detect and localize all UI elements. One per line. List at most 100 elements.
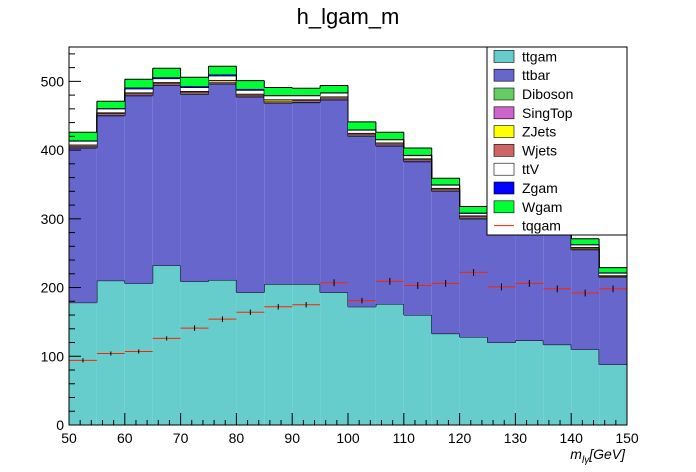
- bar-SingTop-5: [208, 82, 237, 84]
- legend-label-ttV: ttV: [522, 161, 540, 177]
- bar-ZJets-7: [264, 99, 293, 102]
- bar-SingTop-6: [236, 95, 265, 97]
- bar-Wgam-7: [264, 87, 293, 96]
- bar-ttV-18: [571, 244, 600, 247]
- bar-Zgam-4: [180, 86, 209, 88]
- bar-ttV-11: [375, 139, 404, 143]
- bar-ttV-8: [292, 95, 321, 100]
- legend-swatch-Wjets: [493, 144, 515, 157]
- bar-Wgam-12: [403, 148, 432, 155]
- legend: ttgam ttbar Diboson SingTop ZJets Wjets ttV Zga…: [486, 46, 628, 236]
- bar-Wgam-4: [180, 77, 209, 87]
- bar-ttgam-16: [515, 340, 544, 425]
- bar-Wgam-8: [292, 88, 321, 96]
- bar-SingTop-12: [403, 159, 432, 162]
- bar-ttgam-14: [459, 337, 488, 425]
- x-tick-label: 60: [117, 430, 133, 446]
- bar-Wgam-19: [599, 267, 627, 273]
- bar-ttgam-11: [375, 304, 404, 425]
- legend-label-Diboson: Diboson: [522, 86, 573, 102]
- bar-ttgam-15: [487, 342, 516, 425]
- bar-ttbar-1: [96, 115, 125, 281]
- bar-ttbar-7: [264, 103, 293, 285]
- series-ttgam: [68, 265, 628, 425]
- bar-ttbar-4: [180, 94, 209, 282]
- legend-swatch-ttbar: [493, 68, 515, 82]
- legend-label-ZJets: ZJets: [522, 124, 556, 140]
- bar-ttgam-2: [124, 283, 153, 425]
- bar-ttV-2: [124, 88, 153, 93]
- legend-label-SingTop: SingTop: [522, 105, 573, 121]
- x-axis: 50 60 70 80 90 100 110 120 130 140 150: [61, 413, 639, 446]
- bar-Zgam-3: [152, 77, 181, 79]
- y-tick-label: 0: [56, 417, 64, 433]
- x-tick-label: 80: [229, 430, 245, 446]
- y-tick-label: 400: [41, 142, 65, 158]
- legend-swatch-ttV: [493, 162, 515, 176]
- bar-ttbar-18: [571, 249, 600, 350]
- bar-ttgam-0: [69, 302, 97, 425]
- bar-ttbar-14: [459, 218, 488, 338]
- x-tick-label: 140: [560, 430, 584, 446]
- bar-ttV-12: [403, 155, 432, 159]
- y-tick-label: 300: [41, 211, 65, 227]
- x-tick-label: 120: [448, 430, 472, 446]
- y-tick-label: 100: [41, 348, 65, 364]
- chart-title: h_lgam_m: [296, 4, 400, 29]
- legend-label-Wjets: Wjets: [522, 142, 557, 158]
- bar-Wgam-14: [459, 206, 488, 213]
- series-tqgam: [69, 268, 627, 363]
- bar-SingTop-3: [152, 83, 181, 85]
- bar-ttbar-12: [403, 161, 432, 316]
- bar-ttV-0: [69, 141, 97, 145]
- bar-ttbar-13: [431, 191, 460, 334]
- bar-Wgam-6: [236, 80, 265, 89]
- bar-SingTop-8: [292, 100, 321, 102]
- x-tick-label: 150: [615, 430, 639, 446]
- y-tick-label: 500: [41, 73, 65, 89]
- bar-ttV-4: [180, 87, 209, 91]
- legend-swatch-Diboson: [493, 87, 515, 101]
- bar-SingTop-2: [124, 93, 153, 96]
- x-tick-label: 90: [284, 430, 300, 446]
- legend-label-ttgam: ttgam: [522, 48, 557, 64]
- bar-ttgam-19: [599, 364, 627, 425]
- bar-ttgam-3: [152, 265, 181, 425]
- bar-Zgam-6: [236, 88, 265, 91]
- bar-ttbar-9: [320, 99, 348, 293]
- bar-SingTop-10: [348, 134, 376, 136]
- bar-ttV-6: [236, 90, 265, 94]
- bar-ttV-7: [264, 95, 293, 100]
- bar-Wgam-10: [348, 121, 376, 130]
- bar-ttbar-2: [124, 95, 153, 284]
- legend-label-Zgam: Zgam: [522, 180, 558, 196]
- bar-ttgam-18: [571, 349, 600, 425]
- x-tick-label: 100: [336, 430, 360, 446]
- bar-ttgam-17: [543, 344, 572, 425]
- bar-SingTop-11: [375, 143, 404, 146]
- x-axis-title: mlγ[GeV]: [570, 446, 626, 466]
- bar-ttbar-5: [208, 84, 237, 280]
- legend-label-tqgam: tqgam: [522, 218, 561, 234]
- x-tick-label: 50: [61, 430, 77, 446]
- bar-Wgam-2: [124, 79, 153, 88]
- bar-ttbar-3: [152, 85, 181, 266]
- bar-SingTop-1: [96, 113, 125, 116]
- bar-ttV-19: [599, 273, 627, 276]
- legend-swatch-ZJets: [493, 125, 515, 138]
- bar-ttgam-13: [431, 333, 460, 425]
- bar-Wgam-5: [208, 66, 237, 75]
- bar-SingTop-4: [180, 92, 209, 94]
- bar-ttV-9: [320, 93, 348, 97]
- bar-ttgam-10: [348, 306, 376, 425]
- bar-Wgam-11: [375, 132, 404, 140]
- bar-Wgam-13: [431, 178, 460, 185]
- x-tick-label: 130: [504, 430, 528, 446]
- y-axis: 0 100 200 300 400 500: [41, 53, 81, 433]
- bar-SingTop-0: [69, 145, 97, 148]
- bar-ttbar-0: [69, 148, 97, 303]
- bar-ttV-1: [96, 108, 125, 113]
- bar-SingTop-9: [320, 97, 348, 100]
- bar-SingTop-7: [264, 101, 293, 103]
